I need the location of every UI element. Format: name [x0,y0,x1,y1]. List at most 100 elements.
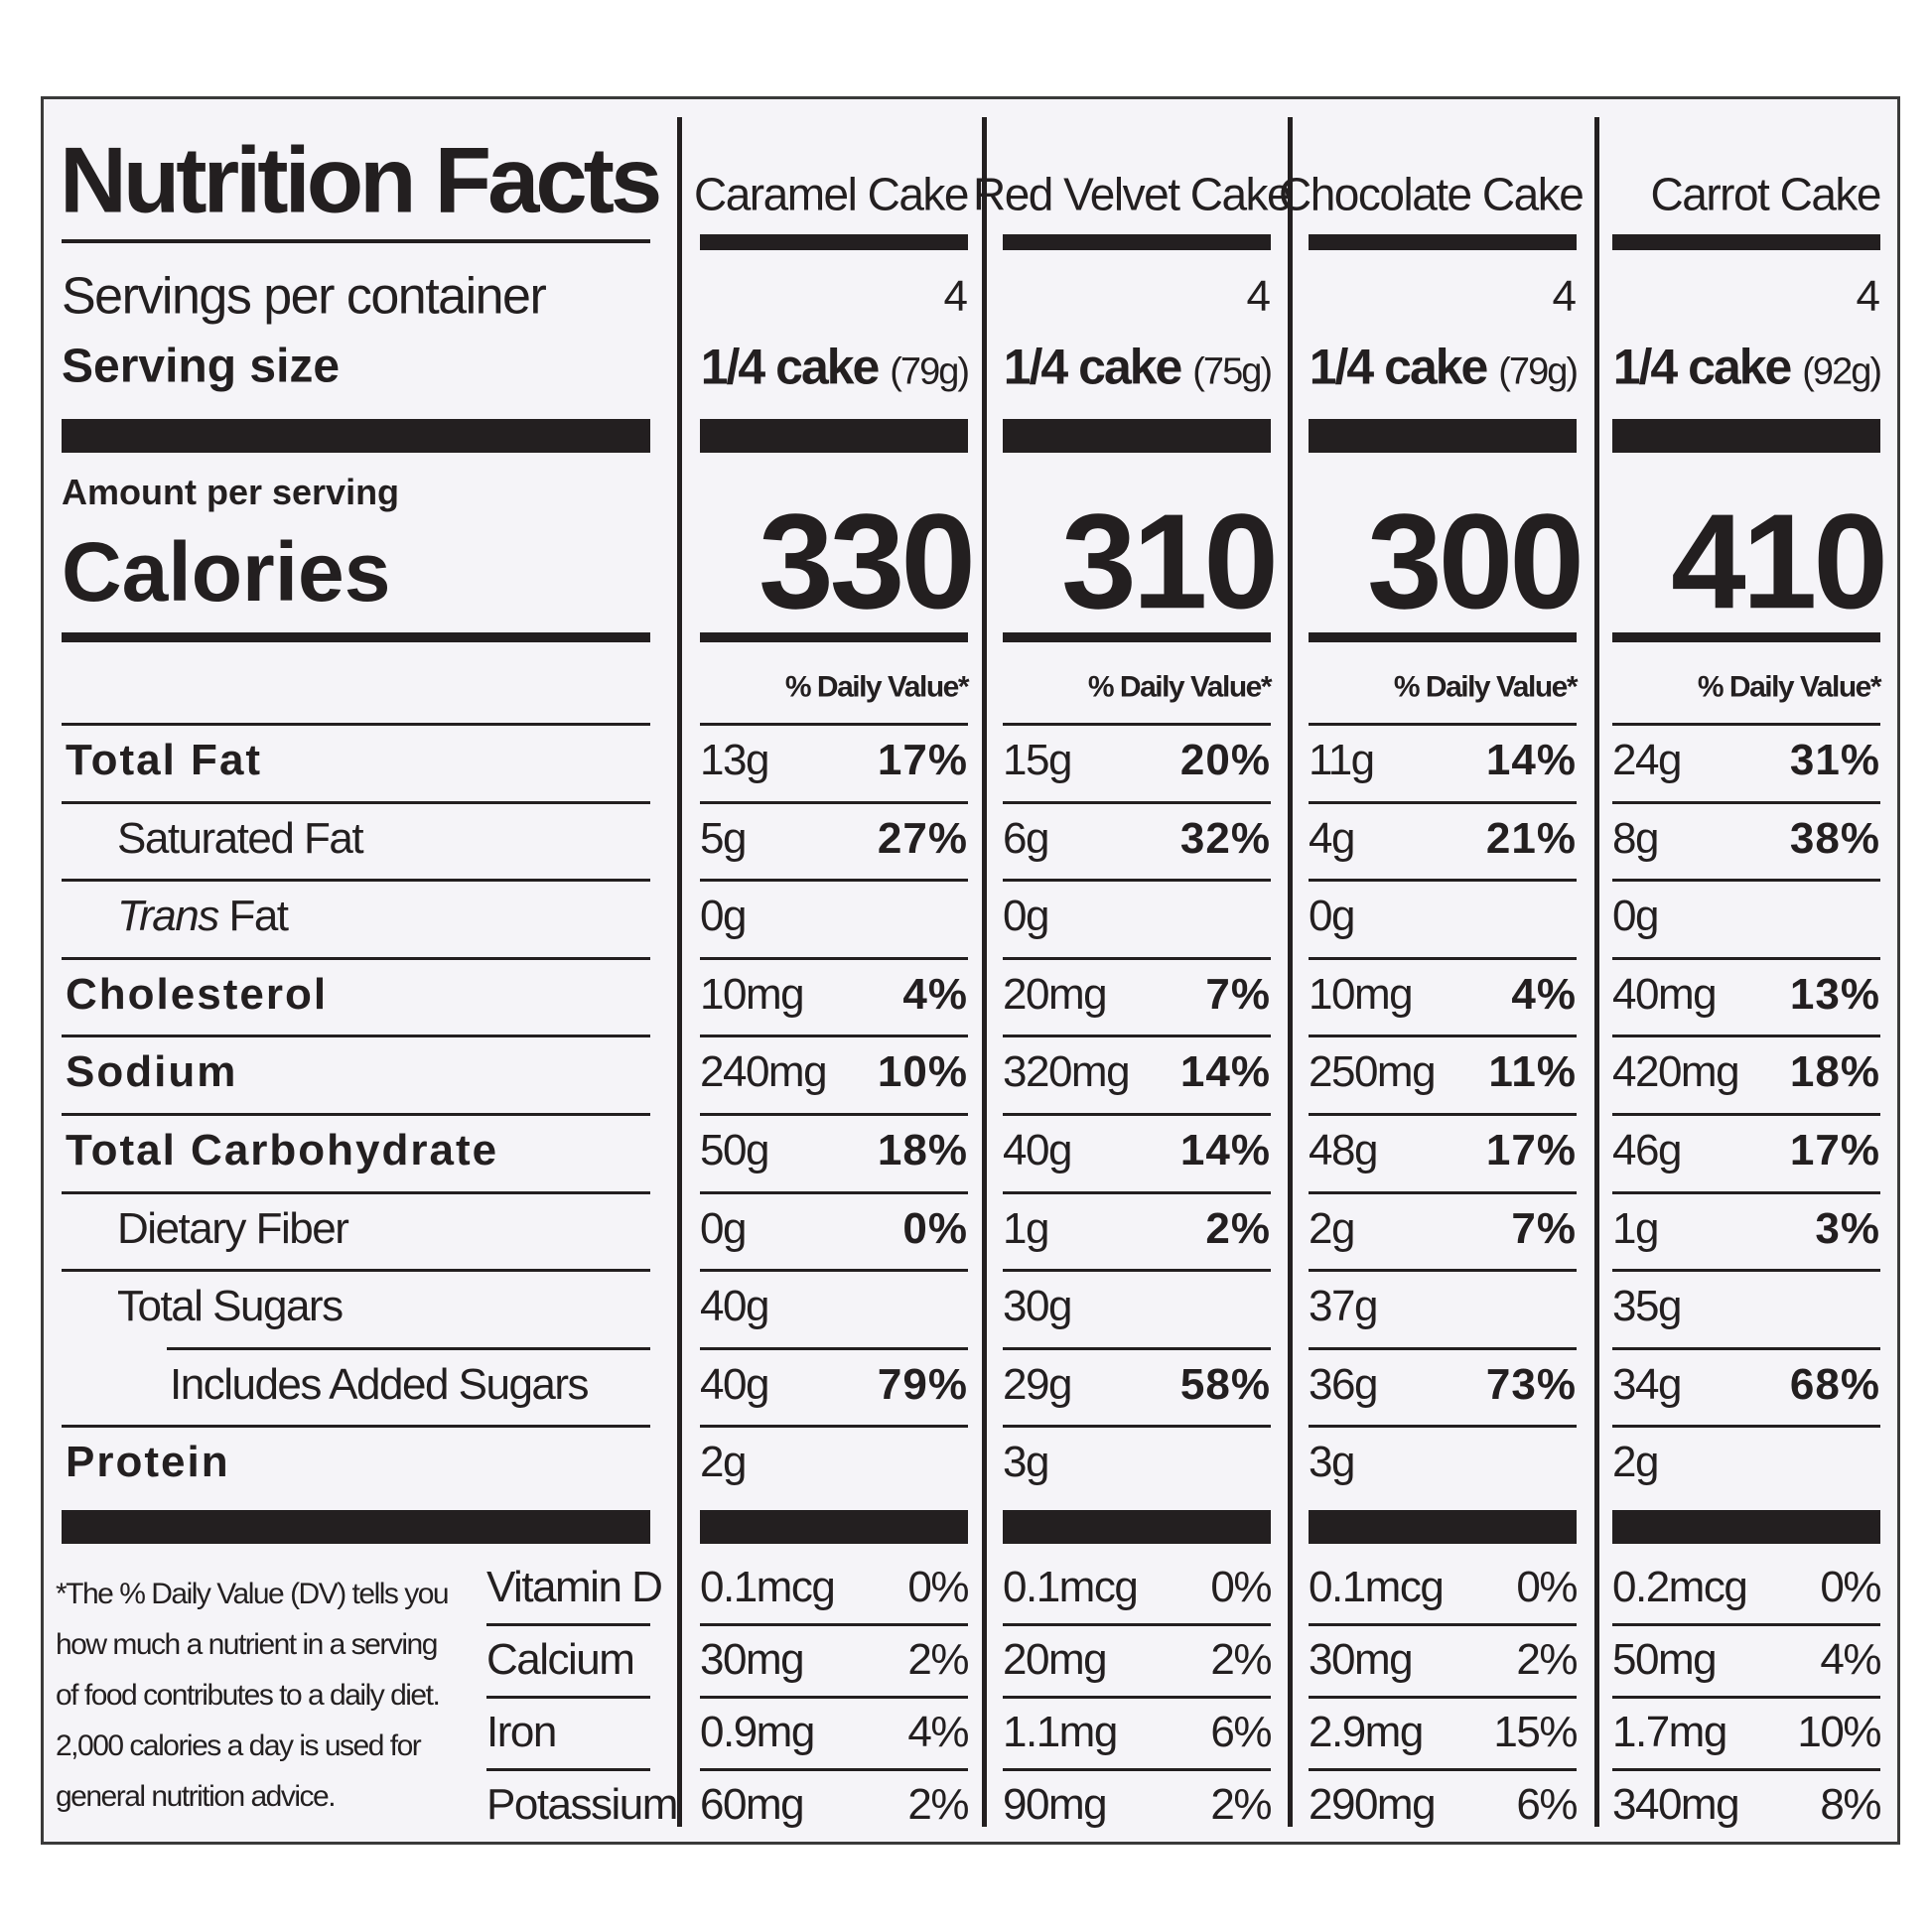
rule [1309,1623,1577,1626]
rule [1309,1190,1577,1194]
rule [1309,234,1577,250]
rule [62,800,650,804]
nutrient-dv: 14% [1485,735,1577,784]
rule [1309,879,1577,883]
rule [1612,956,1880,960]
micro-dv: 0% [1820,1562,1881,1611]
rule [1003,1425,1271,1429]
rule [1612,723,1880,726]
micro-dv: 2% [1210,1634,1272,1684]
serving-size: 1/4 cake (79g) [571,339,970,395]
micro-amount: 1.7mg [1612,1707,1727,1756]
micro-amount: 30mg [700,1634,805,1684]
rule [1309,956,1577,960]
nutrient-dv: 73% [1485,1359,1577,1409]
nutrient-dv: 32% [1179,813,1271,863]
column-divider [677,117,682,1827]
rule [1309,800,1577,804]
rule [700,1035,968,1038]
rule [1612,234,1880,250]
nutrient-amount: 0g [1003,891,1049,940]
nutrient-label-text: Fat [228,891,289,940]
micro-amount: 2.9mg [1309,1707,1424,1756]
rule [1003,956,1271,960]
nutrient-amount: 1g [1612,1203,1659,1253]
micro-dv: 0% [1210,1562,1272,1611]
nutrient-dv: 20% [1179,735,1271,784]
nutrient-amount: 24g [1612,735,1682,784]
rule [1309,1346,1577,1350]
micro-dv: 0% [907,1562,969,1611]
nutrient-amount: 5g [700,813,747,863]
nutrient-dv: 18% [877,1125,968,1174]
nutrient-amount: 3g [1309,1438,1355,1487]
rule [1612,1035,1880,1038]
nutrient-dv: 58% [1179,1359,1271,1409]
micro-amount: 340mg [1612,1779,1740,1829]
label-background [41,96,1900,1845]
nutrient-dv: 14% [1179,1047,1271,1097]
nutrient-dv: 17% [877,735,968,784]
rule [62,879,650,883]
rule [1612,1425,1880,1429]
rule [1003,1768,1271,1771]
rule [1003,1113,1271,1116]
rule [700,632,968,642]
rule [62,1113,650,1116]
rule [700,1696,968,1699]
micro-dv: 6% [1516,1779,1578,1829]
micro-amount: 20mg [1003,1634,1108,1684]
rule [700,800,968,804]
nutrient-label: Cholesterol [66,969,329,1019]
nutrient-dv: 2% [1205,1203,1271,1253]
nutrient-amount: 3g [1003,1438,1049,1487]
calories-value: 310 [1061,485,1279,637]
calories-label: Calories [62,524,391,619]
rule [62,1190,650,1194]
nutrient-amount: 40g [700,1281,769,1330]
rule [1003,234,1271,250]
rule [1612,1696,1880,1699]
rule [1003,800,1271,804]
rule [1612,1190,1880,1194]
nutrient-amount: 0g [700,891,747,940]
serving-size-amount: 1/4 cake [1309,339,1489,395]
calories-value: 410 [1671,485,1888,637]
rule [1003,1623,1271,1626]
rule [486,1623,650,1626]
nutrient-amount: 10mg [700,969,805,1019]
servings-value: 4 [1552,271,1577,321]
rule [62,239,650,243]
serving-size-amount: 1/4 cake [700,339,881,395]
nutrient-label-italic: Trans [117,891,219,940]
micro-amount: 50mg [1612,1634,1718,1684]
micro-amount: 60mg [700,1779,805,1829]
micro-amount: 1.1mg [1003,1707,1118,1756]
rule [1003,1035,1271,1038]
nutrient-dv: 38% [1789,813,1880,863]
micro-amount: 0.9mg [700,1707,815,1756]
nutrient-label: Total Sugars [117,1281,344,1330]
rule [1309,1768,1577,1771]
nutrient-label: Protein [66,1438,230,1487]
column-divider [982,117,987,1827]
nutrient-label: Includes Added Sugars [170,1359,590,1409]
serving-size: 1/4 cake (92g) [1483,339,1882,395]
micro-dv: 4% [907,1707,969,1756]
serving-size-weight: (75g) [1192,350,1273,393]
nutrient-amount: 0g [700,1203,747,1253]
rule [1309,1696,1577,1699]
rule [700,1190,968,1194]
dv-header: % Daily Value* [1087,670,1273,704]
servings-label: Servings per container [62,267,547,326]
product-name: Chocolate Cake [1279,168,1585,220]
nutrient-label: Dietary Fiber [117,1203,349,1253]
nutrient-amount: 240mg [700,1047,828,1097]
rule [62,632,650,642]
thick-bar [1309,1510,1577,1544]
micro-dv: 10% [1797,1707,1881,1756]
serving-size-amount: 1/4 cake [1612,339,1793,395]
nutrient-amount: 46g [1612,1125,1682,1174]
micro-dv: 2% [907,1779,969,1829]
nutrient-amount: 20mg [1003,969,1108,1019]
